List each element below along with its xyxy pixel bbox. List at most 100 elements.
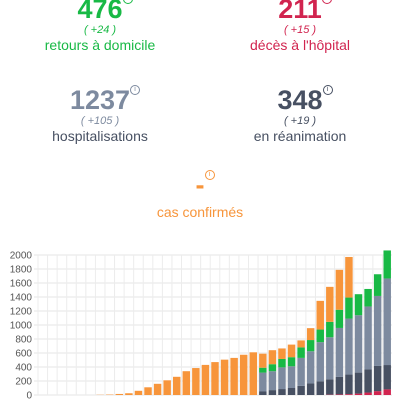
bar-segment[interactable]	[268, 371, 277, 391]
bar-segment[interactable]	[345, 318, 353, 375]
bar-segment[interactable]	[316, 342, 324, 382]
bar-segment[interactable]	[326, 337, 334, 380]
bar-segment[interactable]	[316, 300, 324, 330]
y-tick-label: 1200	[10, 307, 33, 318]
bar-segment[interactable]	[316, 329, 324, 343]
bar-segment[interactable]	[268, 390, 277, 395]
bar-segment[interactable]	[354, 372, 363, 394]
reanimation-label: en réanimation	[253, 128, 347, 144]
bar-segment[interactable]	[259, 353, 267, 368]
bar-segment[interactable]	[268, 364, 277, 372]
bar-segment[interactable]	[354, 315, 363, 373]
bar-segment[interactable]	[173, 376, 181, 395]
bar-segment[interactable]	[278, 389, 286, 395]
bar-segment[interactable]	[364, 369, 372, 393]
bar-segment[interactable]	[326, 321, 334, 338]
confirmes-value: -	[195, 170, 205, 200]
y-tick-label: 0	[26, 391, 32, 400]
bar-segment[interactable]	[335, 376, 344, 395]
retours-delta: ( +24 )	[83, 24, 117, 36]
bar-segment[interactable]	[364, 288, 372, 307]
bar-segment[interactable]	[239, 354, 248, 395]
y-axis: 0 200 400 600 800 1000 1200 1400 1600 1800 2000	[10, 251, 33, 400]
bar-segment[interactable]	[326, 286, 334, 322]
stat-confirmes: - i cas confirmés	[100, 170, 300, 221]
bar-segment[interactable]	[297, 357, 305, 386]
bar-segment[interactable]	[287, 388, 296, 395]
bar-segment[interactable]	[335, 309, 344, 328]
bar-segment[interactable]	[373, 274, 382, 296]
bar-segment[interactable]	[345, 297, 353, 319]
bar-segment[interactable]	[144, 387, 152, 395]
bar-segment[interactable]	[306, 328, 315, 341]
bar-segment[interactable]	[364, 306, 372, 370]
bar-segment[interactable]	[345, 256, 353, 298]
bar-segment[interactable]	[383, 250, 391, 279]
y-tick-label: 1600	[10, 279, 33, 290]
info-icon[interactable]: i	[322, 85, 333, 95]
bar-segment[interactable]	[220, 359, 229, 395]
bar-segment[interactable]	[287, 344, 296, 358]
bar-segment[interactable]	[306, 383, 315, 395]
bar-segment[interactable]	[278, 367, 286, 390]
bar-segment[interactable]	[278, 348, 286, 359]
bar-segment[interactable]	[268, 350, 277, 365]
y-tick-label: 600	[15, 349, 32, 360]
bar-segment[interactable]	[383, 365, 391, 390]
bar-segment[interactable]	[182, 371, 191, 395]
y-tick-label: 1400	[10, 293, 33, 304]
chart-grid	[34, 254, 392, 396]
bar-segment[interactable]	[383, 389, 391, 395]
hospitalisations-value-wrap: 1237 i	[69, 85, 141, 115]
bar-segment[interactable]	[326, 379, 334, 395]
bar-segment[interactable]	[153, 383, 162, 395]
bar-segment[interactable]	[316, 381, 324, 395]
info-icon[interactable]: i	[130, 85, 141, 95]
bar-segment[interactable]	[259, 367, 267, 373]
bar-segment[interactable]	[192, 368, 200, 395]
bar-segment[interactable]	[287, 357, 296, 367]
bar-segment[interactable]	[259, 372, 267, 392]
bar-segment[interactable]	[306, 351, 315, 384]
info-icon[interactable]: i	[122, 0, 133, 4]
bar-segment[interactable]	[364, 392, 372, 395]
bar-segment[interactable]	[259, 391, 267, 396]
info-icon[interactable]: i	[321, 0, 332, 4]
stacked-bar-chart: 0 200 400 600 800 1000 1200 1400 1600 1800 2000	[10, 250, 392, 400]
stat-deces: 211 i ( +15 ) décès à l'hôpital	[200, 0, 400, 54]
hospitalisations-value: 1237	[69, 85, 131, 115]
bar-segment[interactable]	[373, 391, 382, 395]
bar-segment[interactable]	[373, 295, 382, 366]
bar-segment[interactable]	[211, 362, 219, 395]
bar-segment[interactable]	[383, 278, 391, 366]
bar-segment[interactable]	[230, 357, 238, 395]
bar-segment[interactable]	[278, 358, 286, 368]
bar-segment[interactable]	[287, 366, 296, 388]
y-tick-label: 400	[15, 363, 32, 374]
bar-segment[interactable]	[354, 294, 363, 316]
bar-segment[interactable]	[335, 394, 344, 395]
bar-segment[interactable]	[335, 269, 344, 310]
bar-segment[interactable]	[249, 352, 257, 395]
bar-segment[interactable]	[115, 393, 124, 395]
bar-segment[interactable]	[125, 393, 133, 395]
bar-segment[interactable]	[201, 364, 210, 395]
bar-segment[interactable]	[163, 380, 171, 395]
bar-segment[interactable]	[297, 340, 305, 348]
confirmes-value-wrap: - i	[195, 170, 215, 200]
bar-segment[interactable]	[134, 390, 143, 395]
bar-segment[interactable]	[354, 393, 363, 395]
bar-segment[interactable]	[297, 385, 305, 395]
y-tick-label: 1000	[10, 321, 33, 332]
y-tick-label: 1800	[10, 265, 33, 276]
bar-segment[interactable]	[345, 394, 353, 395]
chart-bars	[96, 250, 391, 396]
bar-segment[interactable]	[297, 347, 305, 358]
bar-segment[interactable]	[345, 374, 353, 395]
bar-segment[interactable]	[306, 340, 315, 352]
deces-delta: ( +15 )	[283, 24, 317, 36]
bar-segment[interactable]	[335, 327, 344, 377]
info-icon[interactable]: i	[204, 170, 215, 180]
bar-segment[interactable]	[373, 365, 382, 392]
reanimation-value: 348	[277, 85, 323, 115]
